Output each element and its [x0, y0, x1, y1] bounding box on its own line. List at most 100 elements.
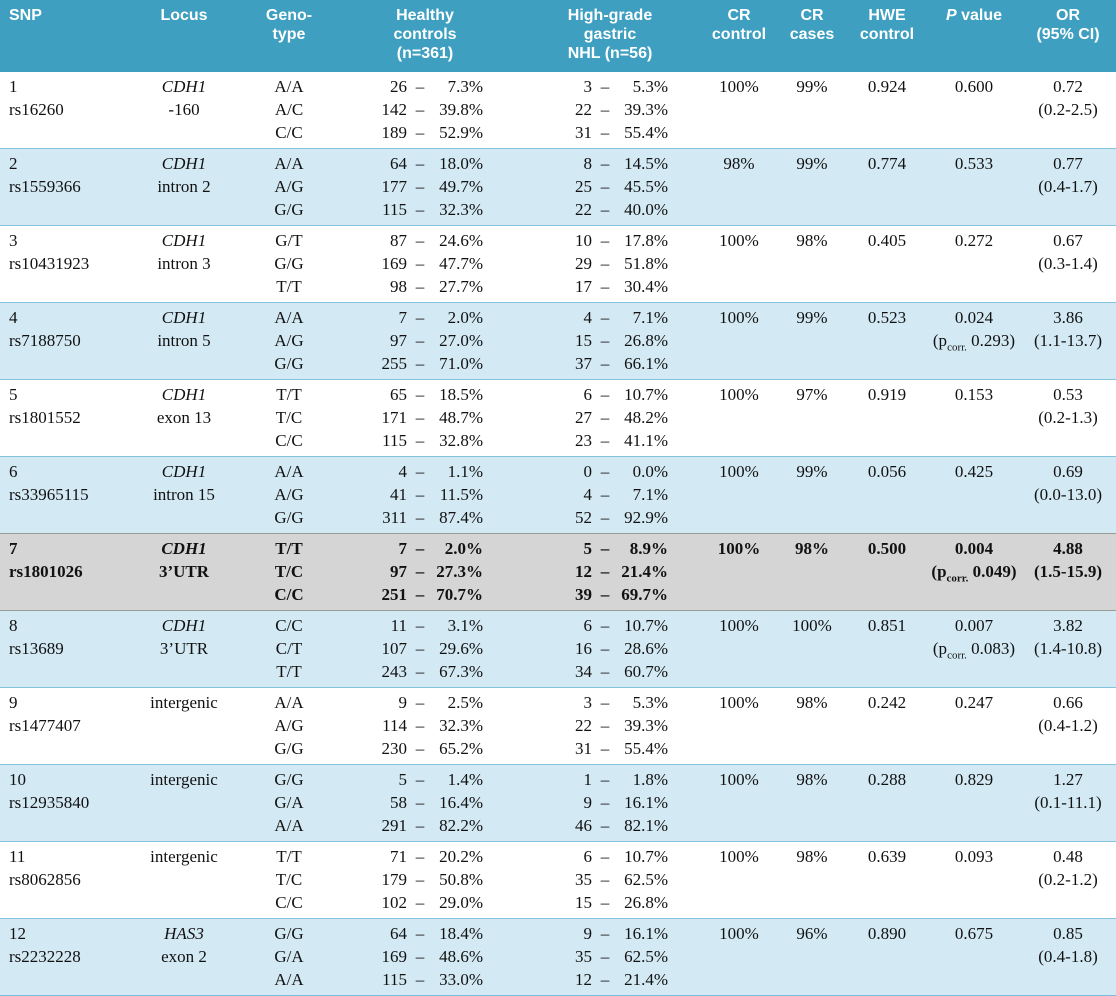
percent-value: 39.8% — [439, 100, 483, 119]
locus-region: exon 2 — [161, 947, 207, 966]
count-pct-pair: 23–41.1% — [552, 429, 668, 452]
nhl-line: 27–48.2% — [520, 406, 700, 429]
dash-separator: – — [600, 354, 610, 373]
cr-cases-cell: 99% — [778, 306, 846, 329]
nhl-line: 9–16.1% — [520, 791, 700, 814]
count-pct-pair: 177–49.7% — [367, 175, 484, 198]
cr-control-cell: 100% — [700, 922, 778, 945]
dash-separator: – — [415, 924, 425, 943]
or-value: 0.85 — [1053, 924, 1083, 943]
count-value: 142 — [381, 100, 408, 119]
count-value: 41 — [390, 485, 407, 504]
hwe-cell: 0.242 — [846, 691, 928, 714]
percent-value: 21.4% — [624, 970, 668, 989]
gene-name: CDH1 — [161, 616, 207, 635]
snp-rsid: rs12935840 — [9, 793, 90, 812]
dash-separator: – — [600, 816, 610, 835]
or-ci: (0.4-1.8) — [1038, 947, 1098, 966]
count-value: 23 — [575, 431, 592, 450]
dash-separator: – — [600, 408, 610, 427]
count-pct-pair: 22–39.3% — [552, 714, 668, 737]
percent-value: 27.3% — [436, 562, 483, 581]
count-value: 9 — [398, 693, 408, 712]
healthy-line: 142–39.8% — [330, 98, 520, 121]
healthy-line: 7–2.0% — [330, 537, 520, 560]
or-ci: (0.4-1.7) — [1038, 177, 1098, 196]
p-value-cell: 0.007 (pcorr. 0.083) — [928, 614, 1020, 667]
percent-value: 62.5% — [624, 870, 668, 889]
cr-control-value: 100% — [719, 770, 759, 789]
count-value: 169 — [381, 254, 408, 273]
table-row: 1 rs16260 CDH1 -160 A/A A/C C/C 26–7.3% 142–3… — [0, 72, 1116, 148]
count-value: 6 — [583, 616, 593, 635]
genotype-cell: T/T T/C C/C — [248, 537, 330, 606]
dash-separator: – — [415, 331, 425, 350]
cr-cases-value: 99% — [796, 308, 828, 327]
cr-cases-value: 98% — [796, 693, 828, 712]
or-ci: (1.1-13.7) — [1034, 331, 1102, 350]
nhl-cell: 8–14.5% 25–45.5% 22–40.0% — [520, 152, 700, 221]
dash-separator: – — [600, 254, 610, 273]
count-pct-pair: 3– 5.3% — [552, 691, 669, 714]
percent-value: 70.7% — [436, 585, 483, 604]
p-value-cell: 0.247 — [928, 691, 1020, 714]
count-pct-pair: 7–2.0% — [367, 537, 484, 560]
locus-cell: intergenic — [120, 768, 248, 791]
genotype-value: T/T — [275, 539, 303, 558]
table-row: 4 rs7188750 CDH1 intron 5 A/A A/G G/G 7–2.0%… — [0, 302, 1116, 379]
healthy-line: 98–27.7% — [330, 275, 520, 298]
percent-value: 7.1% — [632, 485, 668, 504]
count-value: 171 — [381, 408, 408, 427]
count-value: 52 — [575, 508, 592, 527]
or-value: 3.82 — [1053, 616, 1083, 635]
nhl-line: 6–10.7% — [520, 614, 700, 637]
percent-value: 71.0% — [439, 354, 483, 373]
percent-value: 48.2% — [624, 408, 668, 427]
count-value: 65 — [390, 385, 407, 404]
count-value: 115 — [382, 200, 407, 219]
cr-cases-cell: 98% — [778, 845, 846, 868]
header-snp: SNP — [9, 7, 42, 24]
cr-cases-value: 100% — [792, 616, 832, 635]
count-pct-pair: 230–65.2% — [367, 737, 484, 760]
locus-cell: CDH1 -160 — [120, 75, 248, 121]
nhl-cell: 0–0.0% 4–7.1% 52–92.9% — [520, 460, 700, 529]
locus-cell: CDH1 intron 2 — [120, 152, 248, 198]
snp-cell: 11 rs8062856 — [0, 845, 120, 891]
genotype-value: C/T — [275, 639, 303, 658]
count-pct-pair: 52–92.9% — [552, 506, 668, 529]
dash-separator: – — [415, 385, 425, 404]
cr-cases-value: 99% — [796, 77, 828, 96]
percent-value: 27.0% — [439, 331, 483, 350]
cr-cases-cell: 98% — [778, 768, 846, 791]
dash-separator: – — [415, 123, 425, 142]
count-pct-pair: 46–82.1% — [552, 814, 668, 837]
percent-value: 92.9% — [624, 508, 668, 527]
count-pct-pair: 26– 7.3% — [367, 75, 483, 98]
or-value: 0.69 — [1053, 462, 1083, 481]
count-pct-pair: 5–8.9% — [552, 537, 669, 560]
cr-control-cell: 100% — [700, 537, 778, 560]
genotype-value: T/C — [274, 562, 304, 581]
dash-separator: – — [415, 539, 425, 558]
count-value: 189 — [381, 123, 408, 142]
count-pct-pair: 4– 7.1% — [552, 306, 669, 329]
cr-cases-cell: 99% — [778, 460, 846, 483]
table-row: 10 rs12935840 intergenic G/G G/A A/A 5–1.4%… — [0, 764, 1116, 841]
count-pct-pair: 5– 1.4% — [367, 768, 484, 791]
count-value: 1 — [583, 770, 593, 789]
nhl-line: 29–51.8% — [520, 252, 700, 275]
p-value-rest: value — [956, 7, 1003, 24]
snp-rsid: rs7188750 — [9, 331, 81, 350]
or-ci: (0.2-2.5) — [1038, 100, 1098, 119]
cr-cases-value: 97% — [796, 385, 828, 404]
percent-value: 39.3% — [624, 716, 668, 735]
hwe-cell: 0.523 — [846, 306, 928, 329]
cr-control-cell: 98% — [700, 152, 778, 175]
count-pct-pair: 27–48.2% — [552, 406, 668, 429]
count-value: 87 — [390, 231, 407, 250]
dash-separator: – — [600, 639, 610, 658]
count-pct-pair: 31–55.4% — [552, 737, 668, 760]
or-cell: 0.69 (0.0-13.0) — [1020, 460, 1116, 506]
percent-value: 7.3% — [447, 77, 483, 96]
